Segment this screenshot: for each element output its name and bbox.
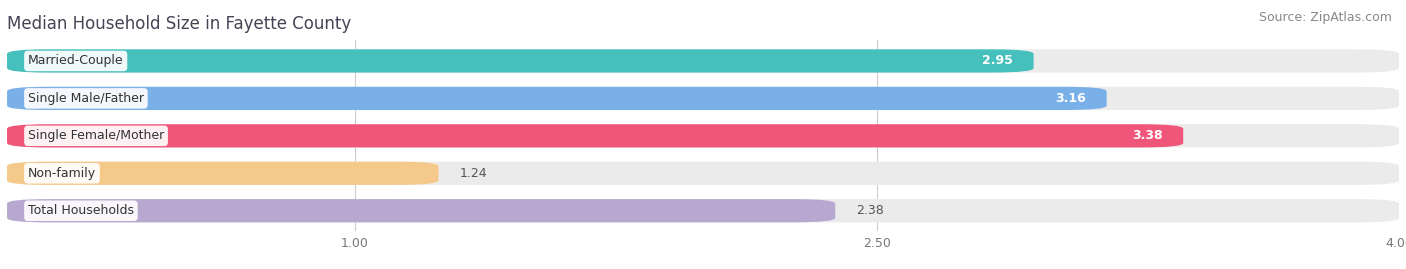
Text: 2.95: 2.95 [981, 54, 1012, 68]
Text: Median Household Size in Fayette County: Median Household Size in Fayette County [7, 15, 351, 33]
Text: 2.38: 2.38 [856, 204, 884, 217]
Text: Source: ZipAtlas.com: Source: ZipAtlas.com [1258, 11, 1392, 24]
FancyBboxPatch shape [7, 199, 835, 222]
Text: Single Male/Father: Single Male/Father [28, 92, 143, 105]
FancyBboxPatch shape [7, 199, 1399, 222]
FancyBboxPatch shape [7, 87, 1399, 110]
Text: 1.24: 1.24 [460, 167, 486, 180]
Text: Total Households: Total Households [28, 204, 134, 217]
FancyBboxPatch shape [7, 124, 1184, 147]
Text: Single Female/Mother: Single Female/Mother [28, 129, 165, 142]
Text: Non-family: Non-family [28, 167, 96, 180]
FancyBboxPatch shape [7, 124, 1399, 147]
Text: Married-Couple: Married-Couple [28, 54, 124, 68]
FancyBboxPatch shape [7, 87, 1107, 110]
Text: 3.16: 3.16 [1054, 92, 1085, 105]
FancyBboxPatch shape [7, 49, 1399, 73]
FancyBboxPatch shape [7, 162, 1399, 185]
FancyBboxPatch shape [7, 162, 439, 185]
Text: 3.38: 3.38 [1132, 129, 1163, 142]
FancyBboxPatch shape [7, 49, 1033, 73]
